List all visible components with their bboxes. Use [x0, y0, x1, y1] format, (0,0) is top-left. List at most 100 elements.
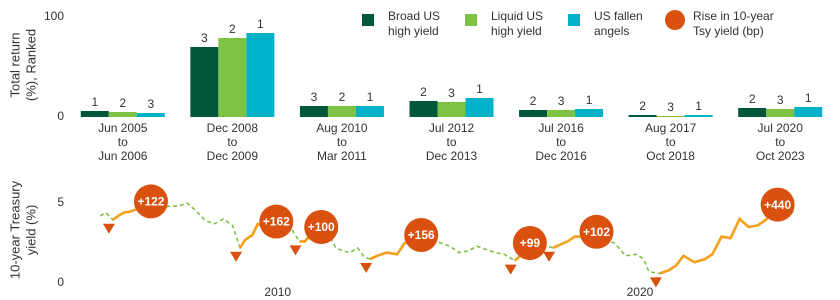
y-axis-title: yield (%) [23, 205, 38, 256]
bar [108, 112, 137, 117]
rank-label: 1 [805, 91, 812, 105]
bar [684, 115, 713, 117]
y-axis-title: 10-year Treasury [7, 180, 22, 279]
period-start-marker [504, 264, 517, 275]
y-tick-label: 0 [57, 275, 64, 289]
rank-label: 3 [147, 97, 154, 111]
rise-label: +162 [263, 215, 290, 229]
rank-label: 3 [667, 100, 674, 114]
x-tick-label: Dec 2009 [207, 149, 259, 163]
rise-bubble [259, 204, 294, 239]
legend-swatch [665, 10, 685, 30]
rank-label: 1 [257, 17, 264, 31]
period-start-marker [230, 251, 243, 262]
rank-label: 2 [420, 85, 427, 99]
rise-bubble [512, 226, 547, 260]
rise-bubble [579, 214, 614, 249]
bar [628, 115, 657, 117]
x-tick-label: Jul 2020 [758, 121, 804, 135]
period-start-marker [649, 277, 662, 288]
bar [80, 111, 109, 117]
x-tick-label: Jul 2012 [429, 121, 475, 135]
bar [575, 109, 604, 117]
rank-label: 3 [311, 90, 318, 104]
rank-label: 3 [448, 86, 455, 100]
x-tick-label: Oct 2018 [646, 149, 695, 163]
x-tick-label: Jun 2005 [98, 121, 148, 135]
bar [299, 106, 328, 117]
rise-bubble [404, 218, 439, 252]
rank-label: 3 [201, 31, 208, 45]
legend-label: Rise in 10-year Tsy yield (bp) [693, 9, 774, 38]
period-start-marker [289, 245, 302, 256]
rise-label: +122 [137, 195, 164, 209]
x-tick-label: Dec 2013 [426, 149, 478, 163]
bar [656, 116, 685, 117]
x-tick-label: 2020 [627, 285, 654, 299]
rank-label: 1 [695, 99, 702, 113]
bar [738, 108, 767, 117]
legend-swatch [465, 14, 477, 26]
x-tick-label: Aug 2017 [645, 121, 697, 135]
rise-label: +99 [520, 236, 541, 250]
period-start-marker [360, 263, 373, 273]
bar [136, 113, 165, 117]
bar [409, 101, 438, 117]
rank-label: 2 [639, 99, 646, 113]
legend-swatch [362, 14, 374, 26]
rank-label: 2 [530, 94, 537, 108]
x-tick-label: Oct 2023 [756, 149, 805, 163]
bar [246, 33, 275, 117]
legend-label: US fallen angels [594, 9, 643, 38]
x-tick-label: Jun 2006 [98, 149, 148, 163]
rise-bubble [304, 210, 339, 244]
rank-label: 1 [586, 93, 593, 107]
yield-rise-line [659, 203, 779, 275]
rise-label: +440 [764, 198, 791, 212]
x-tick-label: Aug 2010 [316, 121, 368, 135]
bar [327, 106, 356, 117]
period-start-marker [543, 251, 556, 262]
rise-label: +156 [408, 228, 435, 242]
x-tick-label: to [446, 135, 456, 149]
x-tick-label: Mar 2011 [317, 149, 367, 163]
x-tick-label: to [227, 135, 237, 149]
bar [519, 110, 548, 117]
bar [547, 110, 576, 117]
x-tick-label: to [556, 135, 566, 149]
bar [355, 106, 384, 117]
bar [766, 109, 795, 117]
rank-label: 3 [558, 94, 565, 108]
bar [794, 107, 823, 117]
x-tick-label: Jul 2016 [538, 121, 584, 135]
rank-label: 1 [91, 95, 98, 109]
bar [218, 38, 247, 117]
y-tick-label: 5 [57, 195, 64, 209]
rise-bubble [760, 187, 795, 222]
x-tick-label: to [118, 135, 128, 149]
period-start-marker [102, 223, 115, 234]
rank-label: 1 [367, 90, 374, 104]
rank-label: 1 [476, 82, 483, 96]
x-tick-label: to [337, 135, 347, 149]
x-tick-label: Dec 2016 [535, 149, 587, 163]
bar [190, 47, 219, 117]
yield-line [99, 200, 797, 275]
y-tick-label: 0 [57, 109, 64, 123]
legend-swatch [568, 14, 580, 26]
legend-label: Liquid US high yield [491, 9, 544, 38]
bar [465, 98, 494, 117]
x-tick-label: to [775, 135, 785, 149]
y-axis-title: Total return [7, 32, 22, 97]
rank-label: 3 [777, 93, 784, 107]
rise-label: +102 [583, 225, 610, 239]
rank-label: 2 [119, 96, 126, 110]
y-axis-title: (%), Ranked [23, 29, 38, 101]
legend-label: Broad US high yield [388, 9, 441, 38]
rise-bubble [133, 184, 168, 219]
rank-label: 2 [229, 22, 236, 36]
rise-label: +100 [308, 220, 335, 234]
x-tick-label: 2010 [264, 285, 291, 299]
